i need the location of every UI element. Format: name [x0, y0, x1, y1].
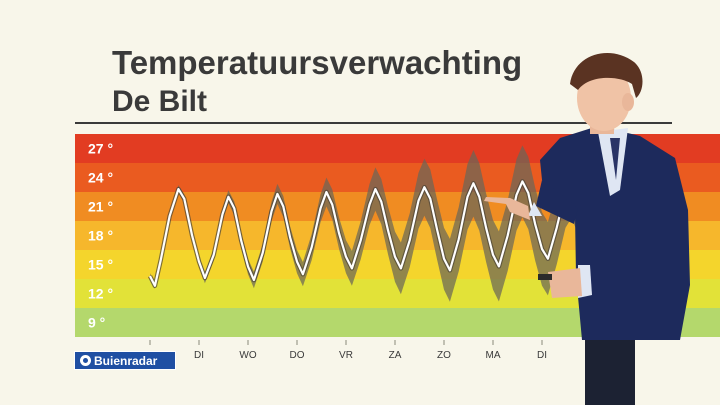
buienradar-logo: Buienradar	[74, 351, 176, 370]
x-tick-label: DO	[290, 350, 305, 361]
y-tick-label-27: 27 °	[88, 141, 113, 157]
chart-title: Temperatuursverwachting	[112, 44, 523, 81]
x-tick-label: VR	[339, 350, 353, 361]
x-tick-label: ZO	[437, 350, 451, 361]
presenter-figure	[484, 53, 690, 405]
x-tick-label: DI	[194, 350, 204, 361]
y-tick-label-24: 24 °	[88, 170, 113, 186]
y-axis-ticks: 27 ° 24 ° 21 ° 18 ° 15 ° 12 ° 9 °	[88, 141, 113, 331]
buienradar-logo-text: Buienradar	[94, 353, 158, 368]
y-tick-label-15: 15 °	[88, 257, 113, 273]
chart-subtitle: De Bilt	[112, 85, 208, 118]
x-tick-label: DI	[537, 350, 547, 361]
x-axis-ticks: DI WO DO VR ZA ZO MA DI	[149, 340, 547, 361]
y-tick-label-18: 18 °	[88, 228, 113, 244]
buienradar-logo-icon	[80, 355, 91, 366]
x-tick-label: WO	[239, 350, 256, 361]
y-tick-label-12: 12 °	[88, 286, 113, 302]
x-tick-label: ZA	[389, 350, 402, 361]
y-tick-label-9: 9 °	[88, 315, 105, 331]
x-tick-label: MA	[486, 350, 501, 361]
title-divider	[75, 122, 672, 124]
y-tick-label-21: 21 °	[88, 199, 113, 215]
